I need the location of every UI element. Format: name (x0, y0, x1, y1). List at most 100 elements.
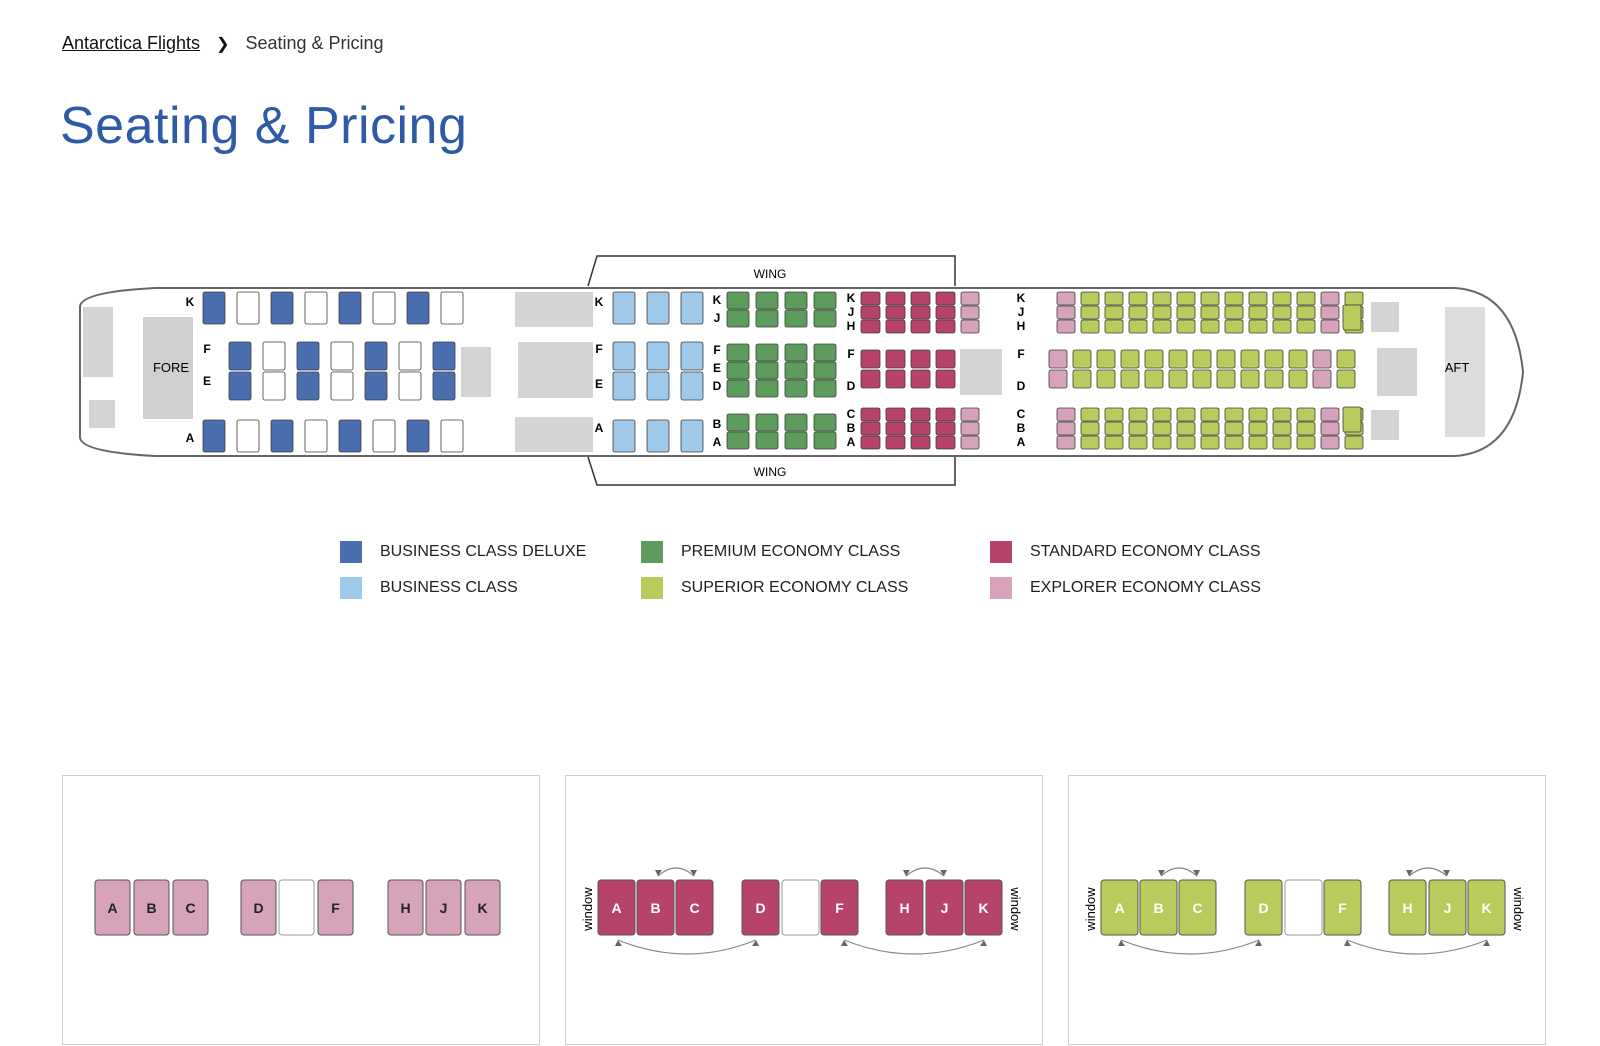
premium-economy-seat[interactable] (755, 291, 779, 310)
superior-economy-seat[interactable] (1224, 407, 1244, 422)
business-deluxe-seat[interactable] (330, 371, 354, 401)
standard-economy-seat[interactable] (885, 319, 906, 334)
business-seat[interactable] (680, 291, 704, 325)
superior-economy-seat[interactable] (1336, 369, 1356, 389)
superior-economy-seat[interactable] (1072, 349, 1092, 369)
superior-economy-seat[interactable] (1320, 421, 1340, 436)
superior-economy-seat[interactable] (1152, 291, 1172, 306)
superior-economy-seat[interactable] (1080, 407, 1100, 422)
superior-economy-seat[interactable] (1224, 421, 1244, 436)
superior-economy-seat[interactable] (1240, 349, 1260, 369)
explorer-economy-seat[interactable] (960, 319, 980, 334)
business-deluxe-seat[interactable] (262, 341, 286, 371)
superior-economy-seat[interactable] (1192, 369, 1212, 389)
business-seat[interactable] (612, 371, 636, 401)
superior-economy-seat[interactable] (1224, 305, 1244, 320)
premium-economy-seat[interactable] (755, 431, 779, 450)
superior-economy-seat[interactable] (1152, 305, 1172, 320)
superior-economy-seat[interactable] (1056, 319, 1076, 334)
business-deluxe-seat[interactable] (296, 341, 320, 371)
premium-economy-seat[interactable] (813, 291, 837, 310)
superior-economy-seat[interactable] (1248, 305, 1268, 320)
business-deluxe-seat[interactable] (296, 371, 320, 401)
superior-economy-seat[interactable] (1216, 369, 1236, 389)
superior-economy-seat[interactable] (1128, 435, 1148, 450)
superior-economy-seat[interactable] (1272, 407, 1292, 422)
standard-economy-seat[interactable] (910, 407, 931, 422)
business-deluxe-seat[interactable] (270, 291, 294, 325)
business-seat[interactable] (646, 341, 670, 371)
standard-economy-seat[interactable] (885, 305, 906, 320)
superior-economy-seat[interactable] (1120, 369, 1140, 389)
superior-economy-seat[interactable] (1344, 291, 1364, 306)
standard-economy-seat[interactable] (935, 291, 956, 306)
superior-economy-seat[interactable] (1048, 369, 1068, 389)
premium-economy-seat[interactable] (784, 361, 808, 380)
superior-economy-seat[interactable] (1312, 349, 1332, 369)
standard-economy-seat[interactable] (860, 349, 881, 369)
standard-economy-seat[interactable] (935, 435, 956, 450)
business-deluxe-seat[interactable] (330, 341, 354, 371)
business-seat[interactable] (680, 419, 704, 453)
premium-economy-seat[interactable] (784, 343, 808, 362)
superior-economy-seat[interactable] (1200, 291, 1220, 306)
superior-economy-seat[interactable] (1168, 369, 1188, 389)
standard-economy-seat[interactable] (885, 349, 906, 369)
superior-economy-seat[interactable] (1320, 305, 1340, 320)
superior-economy-seat[interactable] (1144, 349, 1164, 369)
standard-economy-seat[interactable] (935, 407, 956, 422)
premium-economy-seat[interactable] (813, 309, 837, 328)
superior-economy-seat[interactable] (1320, 407, 1340, 422)
premium-economy-seat[interactable] (813, 413, 837, 432)
standard-economy-seat[interactable] (910, 305, 931, 320)
standard-economy-seat[interactable] (935, 369, 956, 389)
business-deluxe-seat[interactable] (432, 371, 456, 401)
business-deluxe-seat[interactable] (236, 291, 260, 325)
premium-economy-seat[interactable] (755, 343, 779, 362)
superior-economy-seat[interactable] (1224, 291, 1244, 306)
premium-economy-seat[interactable] (813, 431, 837, 450)
superior-economy-seat[interactable] (1048, 349, 1068, 369)
business-seat[interactable] (646, 371, 670, 401)
standard-economy-seat[interactable] (885, 369, 906, 389)
premium-economy-seat[interactable] (726, 361, 750, 380)
business-deluxe-seat[interactable] (262, 371, 286, 401)
superior-economy-seat[interactable] (1152, 319, 1172, 334)
superior-economy-seat[interactable] (1128, 407, 1148, 422)
superior-economy-seat[interactable] (1336, 349, 1356, 369)
business-deluxe-seat[interactable] (304, 291, 328, 325)
premium-economy-seat[interactable] (726, 431, 750, 450)
superior-economy-seat[interactable] (1272, 421, 1292, 436)
superior-economy-seat[interactable] (1056, 421, 1076, 436)
premium-economy-seat[interactable] (755, 413, 779, 432)
standard-economy-seat[interactable] (860, 407, 881, 422)
superior-economy-seat[interactable] (1288, 369, 1308, 389)
business-deluxe-seat[interactable] (228, 371, 252, 401)
premium-economy-seat[interactable] (784, 291, 808, 310)
premium-economy-seat[interactable] (726, 309, 750, 328)
explorer-economy-seat[interactable] (960, 291, 980, 306)
superior-economy-seat[interactable] (1080, 435, 1100, 450)
business-deluxe-seat[interactable] (364, 341, 388, 371)
business-deluxe-seat[interactable] (372, 419, 396, 453)
standard-economy-seat[interactable] (860, 421, 881, 436)
standard-economy-seat[interactable] (885, 407, 906, 422)
business-deluxe-seat[interactable] (338, 419, 362, 453)
superior-economy-seat[interactable] (1224, 435, 1244, 450)
superior-economy-seat[interactable] (1056, 407, 1076, 422)
superior-economy-seat[interactable] (1096, 369, 1116, 389)
superior-economy-seat[interactable] (1104, 421, 1124, 436)
standard-economy-seat[interactable] (860, 305, 881, 320)
standard-economy-seat[interactable] (935, 319, 956, 334)
premium-economy-seat[interactable] (755, 379, 779, 398)
superior-economy-seat[interactable] (1342, 304, 1362, 331)
superior-economy-seat[interactable] (1080, 305, 1100, 320)
business-deluxe-seat[interactable] (228, 341, 252, 371)
superior-economy-seat[interactable] (1312, 369, 1332, 389)
superior-economy-seat[interactable] (1344, 435, 1364, 450)
superior-economy-seat[interactable] (1342, 406, 1362, 433)
standard-economy-seat[interactable] (885, 421, 906, 436)
superior-economy-seat[interactable] (1080, 319, 1100, 334)
superior-economy-seat[interactable] (1264, 349, 1284, 369)
business-seat[interactable] (646, 419, 670, 453)
